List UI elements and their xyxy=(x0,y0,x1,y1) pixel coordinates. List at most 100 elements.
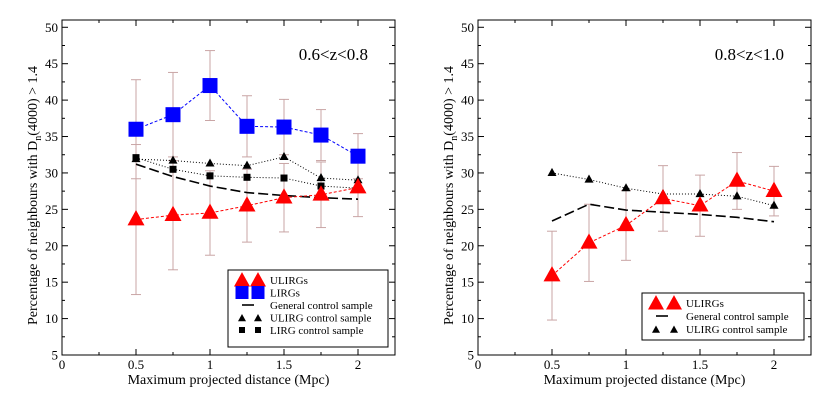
legend-item: LIRGs xyxy=(235,286,300,300)
y-tick-label: 40 xyxy=(45,93,58,108)
data-point xyxy=(202,78,218,94)
y-tick-label: 10 xyxy=(45,311,58,326)
y-tick-label: 15 xyxy=(45,275,58,290)
redshift-annotation: 0.8<z<1.0 xyxy=(715,45,784,64)
x-tick-label: 1 xyxy=(207,357,214,372)
legend-swatch xyxy=(239,327,245,333)
legend-label: ULIRG control sample xyxy=(686,324,788,336)
y-tick-label: 5 xyxy=(468,348,475,363)
data-point xyxy=(275,188,293,204)
y-tick-label: 5 xyxy=(52,348,59,363)
data-point xyxy=(127,210,145,226)
legend-swatch xyxy=(250,272,266,287)
data-point xyxy=(168,155,178,164)
y-tick-label: 35 xyxy=(461,129,474,144)
series-ulirgs xyxy=(543,171,783,282)
legend-swatch xyxy=(234,272,250,287)
data-point xyxy=(280,174,288,182)
data-point xyxy=(313,127,329,143)
data-point xyxy=(543,266,561,282)
data-point xyxy=(732,191,742,200)
x-tick-label: 1.5 xyxy=(276,357,292,372)
data-point xyxy=(728,171,746,187)
data-point xyxy=(580,233,598,249)
data-point xyxy=(128,121,144,137)
data-point xyxy=(691,196,709,212)
legend-swatch xyxy=(238,314,246,322)
plot-area xyxy=(127,50,367,296)
x-tick-label: 0 xyxy=(59,357,66,372)
data-point xyxy=(243,173,251,181)
y-axis-label: Percentage of neighbours with Dn(4000) >… xyxy=(442,66,460,325)
y-axis-label-main: Percentage of neighbours with D xyxy=(442,141,457,325)
plot-frame xyxy=(477,19,812,356)
redshift-annotation: 0.6<z<0.8 xyxy=(299,45,368,64)
y-tick-label: 45 xyxy=(45,56,58,71)
legend-item: ULIRG control sample xyxy=(652,324,788,336)
series-lirgs xyxy=(128,78,366,164)
data-point xyxy=(769,200,779,209)
data-point xyxy=(547,167,557,177)
y-tick-label: 10 xyxy=(461,311,474,326)
y-tick-label: 30 xyxy=(45,165,58,180)
legend-swatch xyxy=(235,286,249,299)
legend-label: LIRGs xyxy=(270,288,300,300)
data-point xyxy=(695,189,705,198)
data-point xyxy=(239,118,255,134)
data-point xyxy=(584,174,594,183)
y-axis-label-sub: n xyxy=(33,136,44,141)
y-tick-label: 15 xyxy=(461,275,474,290)
legend-swatch xyxy=(652,325,660,333)
y-axis-label-sub: n xyxy=(449,136,460,141)
data-point xyxy=(316,173,326,182)
legend-item: ULIRGs xyxy=(234,272,308,287)
data-point xyxy=(279,151,289,160)
legend-label: LIRG control sample xyxy=(270,325,364,337)
x-tick-label: 2 xyxy=(771,357,778,372)
y-axis-label-tail: (4000) > 1.4 xyxy=(442,66,457,136)
legend-swatch xyxy=(648,295,664,310)
legend-item: LIRG control sample xyxy=(239,325,364,337)
y-tick-label: 25 xyxy=(461,202,474,217)
y-axis-label: Percentage of neighbours with Dn(4000) >… xyxy=(26,66,44,325)
data-point xyxy=(165,107,181,123)
legend-item: General control sample xyxy=(242,300,373,312)
legend-swatch xyxy=(670,325,678,333)
legend-swatch xyxy=(254,314,262,322)
series-ulirgs xyxy=(127,178,367,226)
legend-swatch xyxy=(666,295,682,310)
y-axis-label-main: Percentage of neighbours with D xyxy=(26,141,41,325)
x-axis-label: Maximum projected distance (Mpc) xyxy=(128,373,330,388)
y-tick-label: 20 xyxy=(461,238,474,253)
legend-label: ULIRG control sample xyxy=(270,313,372,325)
plot-frame xyxy=(61,19,396,356)
data-point xyxy=(349,178,367,194)
data-point xyxy=(169,165,177,173)
series-line xyxy=(551,203,775,223)
x-tick-label: 0 xyxy=(475,357,482,372)
data-point xyxy=(765,181,783,197)
data-point xyxy=(164,205,182,221)
legend-label: General control sample xyxy=(686,311,789,323)
data-point xyxy=(205,158,215,167)
data-point xyxy=(206,172,214,180)
x-tick-label: 0.5 xyxy=(128,357,144,372)
data-point xyxy=(276,119,292,135)
y-tick-label: 50 xyxy=(45,20,58,35)
y-tick-label: 30 xyxy=(461,165,474,180)
legend-item: ULIRG control sample xyxy=(238,313,372,325)
x-tick-label: 0.5 xyxy=(544,357,560,372)
data-point xyxy=(617,215,635,232)
y-tick-label: 35 xyxy=(45,129,58,144)
y-tick-label: 40 xyxy=(461,93,474,108)
data-point xyxy=(242,160,252,169)
data-point xyxy=(201,203,219,219)
y-tick-label: 45 xyxy=(461,56,474,71)
data-point xyxy=(131,154,141,163)
data-point xyxy=(312,185,330,201)
